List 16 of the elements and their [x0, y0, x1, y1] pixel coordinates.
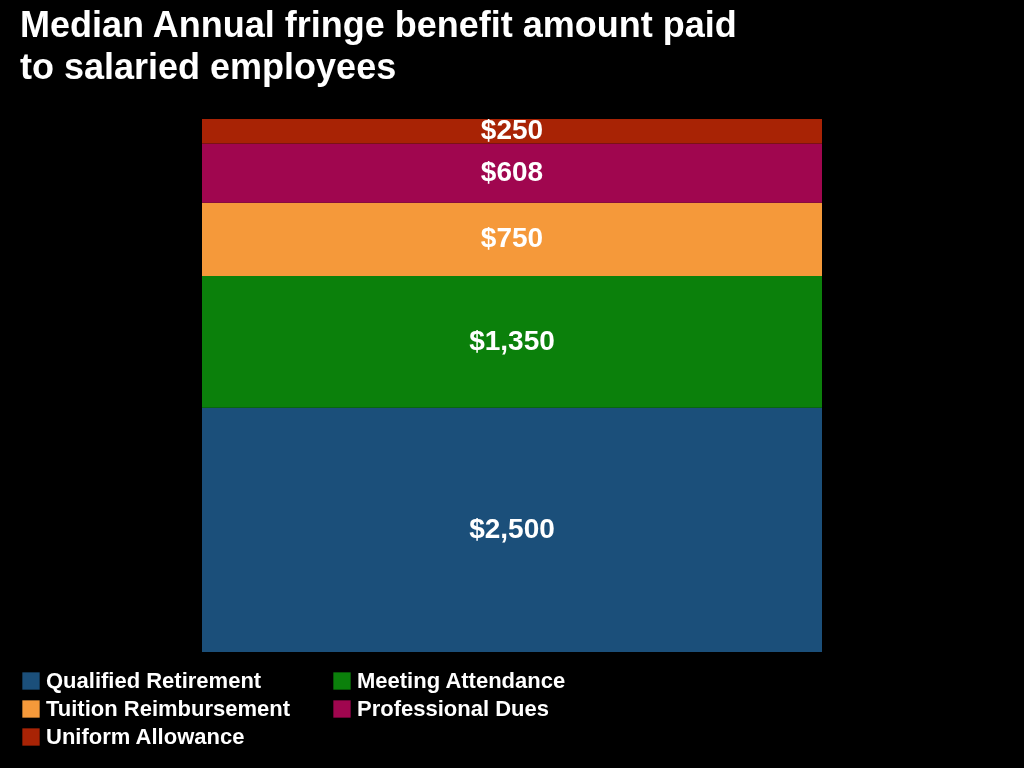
chart-title: Median Annual fringe benefit amount paid to salaried employees: [20, 4, 737, 88]
legend-label: Professional Dues: [357, 696, 549, 721]
data-label: $2,500: [469, 512, 555, 544]
bar: [202, 143, 822, 203]
legend-label: Uniform Allowance: [46, 724, 245, 749]
data-label: $1,350: [469, 324, 555, 356]
legend-label: Tuition Reimbursement: [46, 696, 291, 721]
legend-label: Qualified Retirement: [46, 668, 262, 693]
bar: [202, 407, 822, 652]
bar: [202, 119, 822, 144]
legend-label: Meeting Attendance: [357, 668, 566, 693]
data-label: $750: [480, 222, 544, 254]
bar: [202, 276, 822, 408]
data-label: $608: [480, 156, 544, 188]
data-label: $250: [480, 114, 544, 146]
bar: [202, 202, 822, 277]
